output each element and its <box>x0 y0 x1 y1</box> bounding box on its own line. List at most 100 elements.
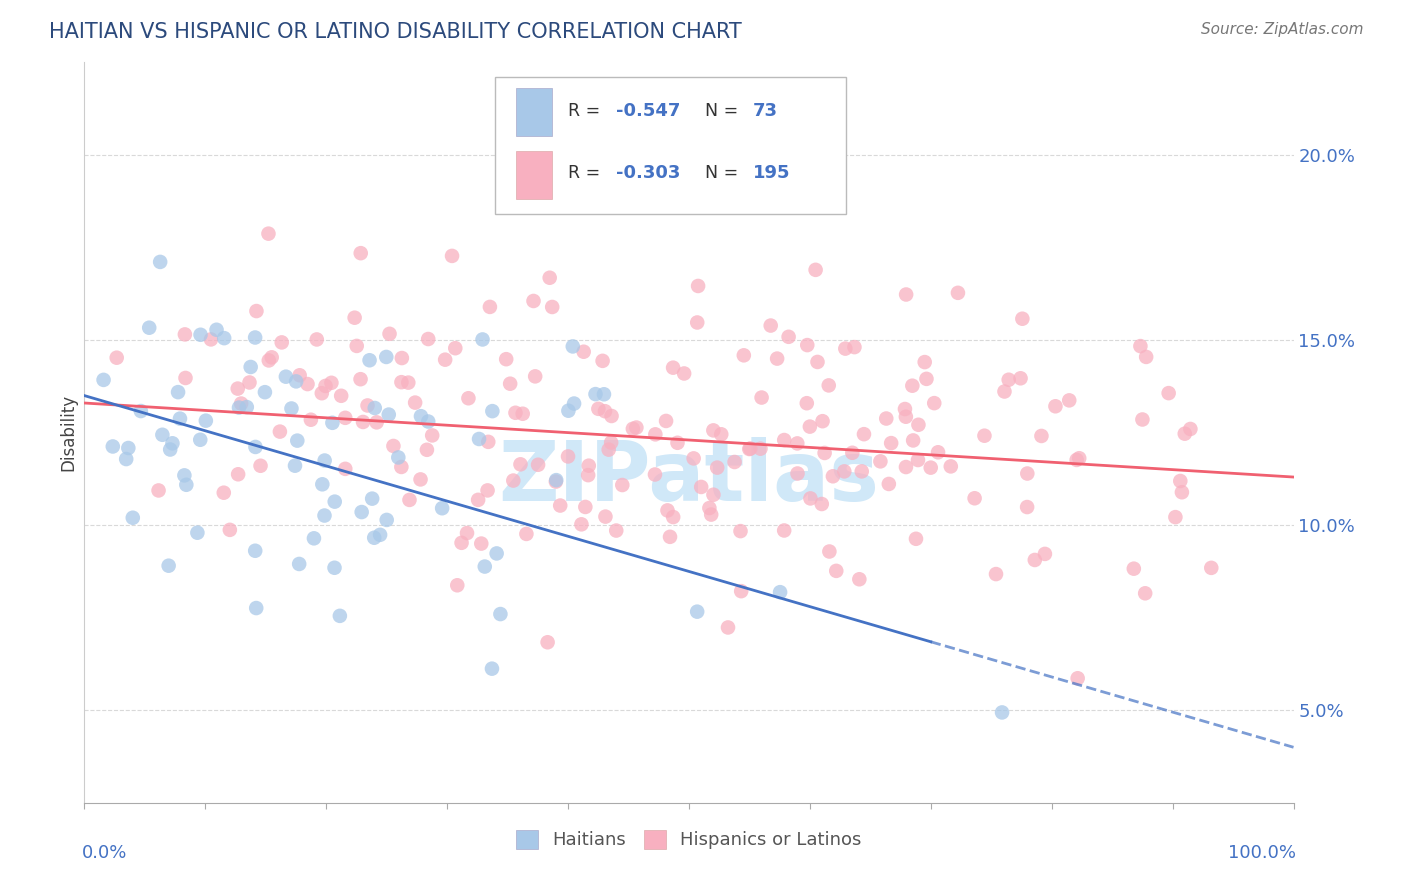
Point <box>302 532 325 546</box>
Point <box>288 557 311 571</box>
Point <box>335 462 357 476</box>
Point <box>759 318 782 333</box>
Point <box>231 396 253 410</box>
Point <box>1157 386 1180 401</box>
Point <box>799 491 821 506</box>
Point <box>778 330 800 344</box>
Point <box>420 428 443 442</box>
Point <box>515 527 537 541</box>
Point <box>159 442 181 457</box>
Point <box>814 446 837 460</box>
Point <box>150 427 173 442</box>
Point <box>733 348 755 362</box>
Point <box>852 427 875 442</box>
Point <box>600 409 623 423</box>
Point <box>848 572 870 586</box>
Text: 73: 73 <box>754 102 778 120</box>
Point <box>1122 562 1144 576</box>
Point <box>600 435 623 450</box>
Point <box>561 339 583 353</box>
Point <box>991 706 1014 720</box>
Point <box>1164 510 1187 524</box>
Point <box>541 300 564 314</box>
Point <box>688 279 710 293</box>
Point <box>1132 412 1154 426</box>
Point <box>323 561 346 575</box>
Text: 0.0%: 0.0% <box>82 844 128 862</box>
Point <box>176 477 198 491</box>
Point <box>1024 553 1046 567</box>
Text: -0.547: -0.547 <box>616 102 681 120</box>
Point <box>471 333 494 347</box>
Text: -0.303: -0.303 <box>616 164 681 183</box>
Point <box>477 434 499 449</box>
Point <box>773 433 796 447</box>
Point <box>702 423 724 437</box>
Point <box>686 316 709 330</box>
Point <box>894 409 917 424</box>
Point <box>894 402 917 417</box>
Point <box>363 531 385 545</box>
Point <box>138 320 160 334</box>
Point <box>666 435 689 450</box>
Point <box>245 440 267 454</box>
Point <box>682 451 704 466</box>
Point <box>212 485 235 500</box>
Point <box>548 499 571 513</box>
Point <box>612 478 634 492</box>
Point <box>101 440 124 454</box>
Point <box>738 442 761 456</box>
Point <box>810 497 832 511</box>
Point <box>481 404 503 418</box>
Point <box>391 375 413 389</box>
Point <box>562 396 585 410</box>
Point <box>359 353 381 368</box>
Point <box>495 352 517 367</box>
Point <box>557 403 579 417</box>
Point <box>169 411 191 425</box>
Point <box>593 404 616 418</box>
Point <box>626 420 648 434</box>
Point <box>914 355 936 369</box>
Point <box>323 494 346 508</box>
Point <box>311 386 333 401</box>
Point <box>1011 311 1033 326</box>
Point <box>621 422 644 436</box>
Point <box>993 384 1015 399</box>
Point <box>456 526 478 541</box>
Point <box>239 359 262 374</box>
Point <box>659 530 682 544</box>
Point <box>1057 393 1080 408</box>
Point <box>350 505 373 519</box>
Point <box>673 367 696 381</box>
Point <box>174 371 197 385</box>
Point <box>576 468 599 483</box>
Point <box>544 475 567 489</box>
Point <box>346 339 368 353</box>
Point <box>115 452 138 467</box>
Point <box>285 434 308 448</box>
Point <box>690 480 713 494</box>
Point <box>1135 350 1157 364</box>
Text: ZIPatlas: ZIPatlas <box>499 436 879 517</box>
Point <box>253 385 276 400</box>
Point <box>644 467 666 482</box>
Point <box>1171 485 1194 500</box>
Point <box>218 523 240 537</box>
Point <box>598 442 620 457</box>
Point <box>149 255 172 269</box>
Point <box>173 327 195 342</box>
Point <box>811 414 834 428</box>
Point <box>162 436 184 450</box>
Point <box>398 492 420 507</box>
FancyBboxPatch shape <box>495 78 846 214</box>
Point <box>907 453 929 467</box>
Point <box>997 373 1019 387</box>
Point <box>121 510 143 524</box>
Point <box>557 450 579 464</box>
Point <box>188 433 211 447</box>
Point <box>1168 474 1191 488</box>
Point <box>817 378 839 392</box>
Point <box>702 488 724 502</box>
Point <box>245 543 267 558</box>
